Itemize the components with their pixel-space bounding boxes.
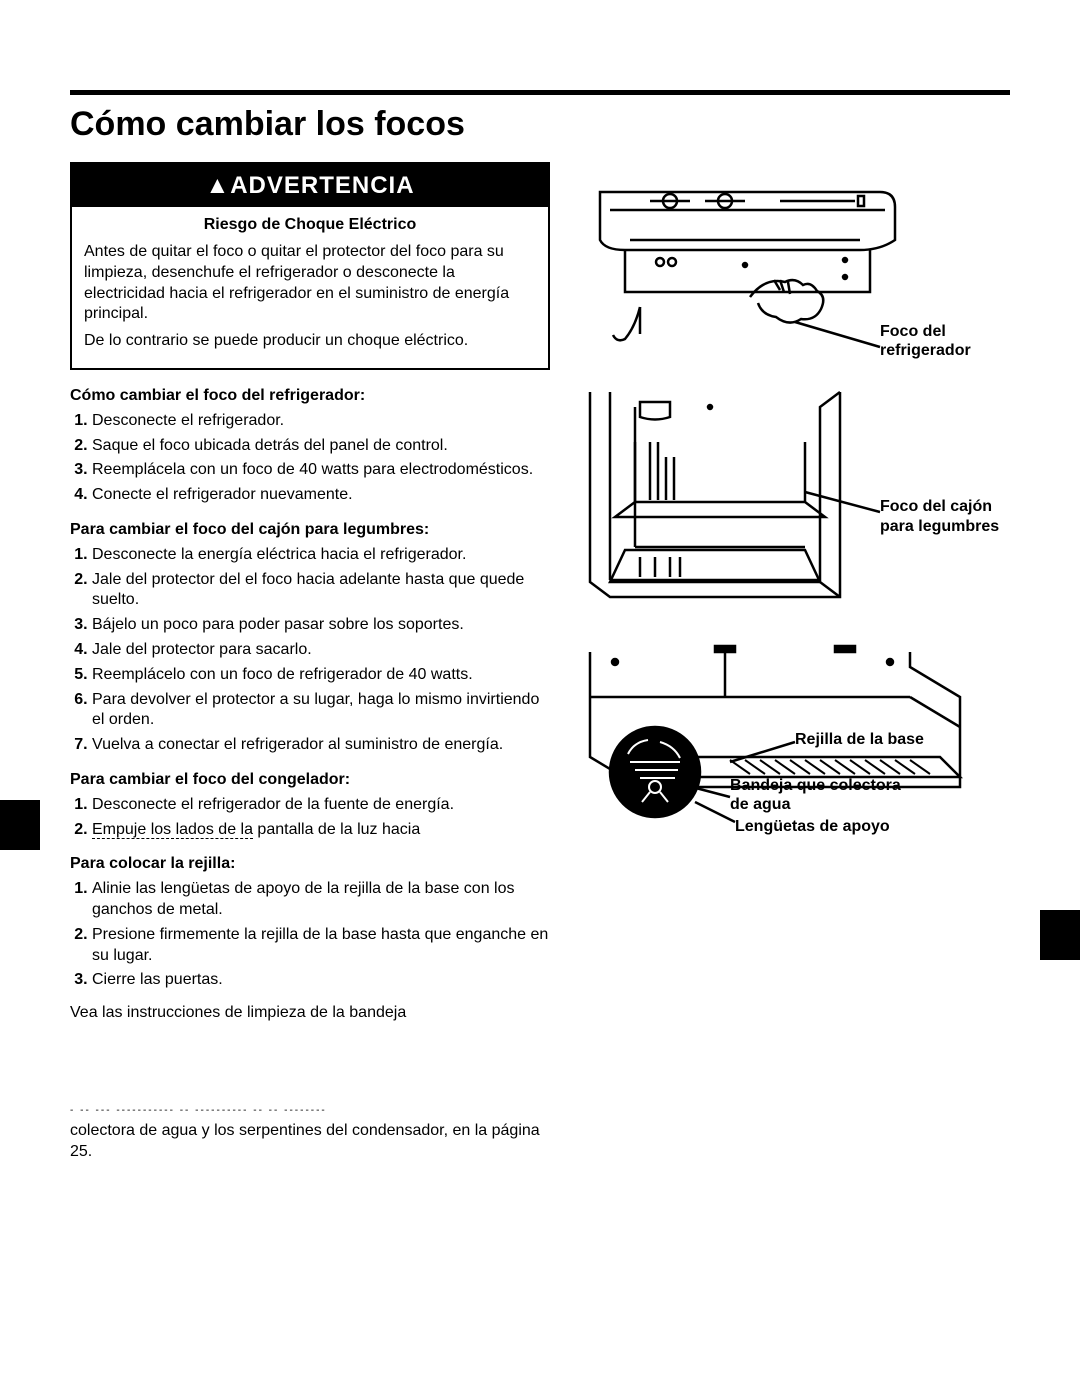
list-item: Empuje los lados de la pantalla de la lu… bbox=[92, 820, 550, 841]
section1-list: Desconecte el refrigerador. Saque el foc… bbox=[70, 411, 550, 506]
list-item: Saque el foco ubicada detrás del panel d… bbox=[92, 436, 550, 457]
warning-header: ▲ADVERTENCIA bbox=[72, 164, 548, 207]
fig2-label-a: Foco del cajón bbox=[880, 497, 1040, 516]
section3-head: Para cambiar el foco del congelador: bbox=[70, 770, 550, 791]
top-rule bbox=[70, 90, 1010, 95]
figure-crisper: Foco del cajón para legumbres bbox=[580, 382, 1010, 612]
fig3-label-c: Lengüetas de apoyo bbox=[735, 817, 890, 836]
cut-dashes: - -- --- ----------- -- ---------- -- --… bbox=[70, 1104, 550, 1117]
fig2-label-b: para legumbres bbox=[880, 517, 1040, 536]
edge-marker-left bbox=[0, 800, 40, 850]
two-column-layout: ▲ADVERTENCIA Riesgo de Choque Eléctrico … bbox=[70, 162, 1010, 1162]
section4-head: Para colocar la rejilla: bbox=[70, 854, 550, 875]
section4-list: Alinie las lengüetas de apoyo de la reji… bbox=[70, 879, 550, 991]
fig3-label-b: Bandeja que colectora de agua bbox=[730, 776, 910, 814]
list-item: Conecte el refrigerador nuevamente. bbox=[92, 485, 550, 506]
list-item: Reemplácela con un foco de 40 watts para… bbox=[92, 460, 550, 481]
list-item: Para devolver el protector a su lugar, h… bbox=[92, 690, 550, 732]
trailing-text-1: Vea las instrucciones de limpieza de la … bbox=[70, 1003, 550, 1024]
list-item: Bájelo un poco para poder pasar sobre lo… bbox=[92, 615, 550, 636]
list-item: Cierre las puertas. bbox=[92, 970, 550, 991]
warning-para-2: De lo contrario se puede producir un cho… bbox=[84, 331, 536, 352]
warning-para-1: Antes de quitar el foco o quitar el prot… bbox=[84, 242, 536, 325]
warning-subtitle: Riesgo de Choque Eléctrico bbox=[84, 215, 536, 236]
warning-body: Riesgo de Choque Eléctrico Antes de quit… bbox=[72, 207, 548, 368]
list-item: Alinie las lengüetas de apoyo de la reji… bbox=[92, 879, 550, 921]
list-item: Desconecte el refrigerador. bbox=[92, 411, 550, 432]
edge-marker-right bbox=[1040, 910, 1080, 960]
right-column: Foco del refrigerador bbox=[580, 162, 1010, 1162]
section1-head: Cómo cambiar el foco del refrigerador: bbox=[70, 386, 550, 407]
list-item: Presione firmemente la rejilla de la bas… bbox=[92, 925, 550, 967]
page-title: Cómo cambiar los focos bbox=[70, 105, 1010, 144]
list-item: Desconecte la energía eléctrica hacia el… bbox=[92, 545, 550, 566]
dotted-text: Empuje los lados de la bbox=[92, 821, 253, 839]
left-column: ▲ADVERTENCIA Riesgo de Choque Eléctrico … bbox=[70, 162, 550, 1162]
list-item: Jale del protector para sacarlo. bbox=[92, 640, 550, 661]
figure-refrigerator-top: Foco del refrigerador bbox=[580, 172, 1010, 362]
list-item: Desconecte el refrigerador de la fuente … bbox=[92, 795, 550, 816]
fig1-label: Foco del refrigerador bbox=[880, 322, 1020, 360]
warning-box: ▲ADVERTENCIA Riesgo de Choque Eléctrico … bbox=[70, 162, 550, 370]
figure-base-grille: Rejilla de la base Bandeja que colectora… bbox=[580, 642, 1010, 842]
trailing-text-2: colectora de agua y los serpentines del … bbox=[70, 1121, 550, 1163]
section3-list: Desconecte el refrigerador de la fuente … bbox=[70, 795, 550, 841]
page-container: Cómo cambiar los focos ▲ADVERTENCIA Ries… bbox=[0, 0, 1080, 1162]
list-item: Reemplácelo con un foco de refrigerador … bbox=[92, 665, 550, 686]
section2-head: Para cambiar el foco del cajón para legu… bbox=[70, 520, 550, 541]
fig3-label-a: Rejilla de la base bbox=[795, 730, 924, 749]
list-item: Jale del protector del el foco hacia ade… bbox=[92, 570, 550, 612]
list-item: Vuelva a conectar el refrigerador al sum… bbox=[92, 735, 550, 756]
section2-list: Desconecte la energía eléctrica hacia el… bbox=[70, 545, 550, 756]
plain-text: pantalla de la luz hacia bbox=[253, 821, 420, 838]
